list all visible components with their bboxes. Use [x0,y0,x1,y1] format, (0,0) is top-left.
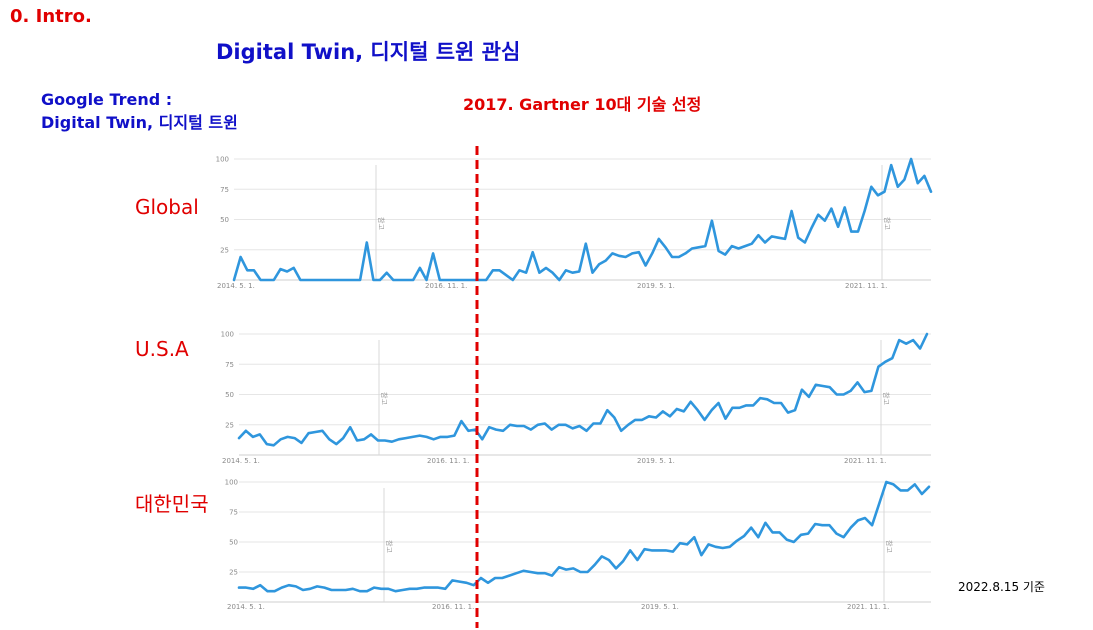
section-title: 0. Intro. [10,6,92,27]
y-tick-label: 25 [220,246,229,254]
note-label: 참고 [380,392,388,405]
trend-caption: Google Trend : Digital Twin, 디지털 트윈 [41,88,238,134]
chart-0: 100 75 50 25 참고 참고 2014. 5. 1. 2016. 11. 1. 2019… [216,156,933,290]
trend-caption-line1: Google Trend : [41,90,173,109]
y-tick-label: 25 [225,421,234,429]
y-tick-label: 50 [229,539,238,547]
x-tick-label: 2019. 5. 1. [637,457,675,465]
x-tick-label: 2014. 5. 1. [227,603,265,611]
date-note: 2022.8.15 기준 [958,580,1045,594]
y-tick-label: 75 [220,186,229,194]
region-label-global: Global [135,195,199,219]
y-tick-label: 25 [229,569,238,577]
chart-1: 100 75 50 25 참고 참고 2014. 5. 1. 2016. 11. 1. 2019… [221,331,931,465]
x-tick-label: 2021. 11. 1. [847,603,889,611]
x-tick-label: 2016. 11. 1. [427,457,469,465]
x-tick-label: 2016. 11. 1. [425,282,467,290]
x-tick-label: 2019. 5. 1. [637,282,675,290]
region-label-usa: U.S.A [135,337,189,361]
y-tick-label: 50 [225,391,234,399]
x-tick-label: 2016. 11. 1. [432,603,474,611]
y-tick-label: 100 [225,479,238,487]
x-tick-label: 2014. 5. 1. [222,457,260,465]
note-label: 참고 [377,217,385,230]
series-line [237,480,931,593]
region-label-korea: 대한민국 [135,492,209,516]
y-tick-label: 75 [225,361,234,369]
note-label: 참고 [882,392,890,405]
series-line [232,157,933,282]
note-label: 참고 [385,540,393,553]
note-label: 참고 [883,217,891,230]
series-line [237,332,929,447]
y-tick-label: 100 [216,156,229,164]
y-tick-label: 50 [220,216,229,224]
gartner-label: 2017. Gartner 10대 기술 선정 [463,95,702,114]
note-label: 참고 [885,540,893,553]
y-tick-label: 75 [229,509,238,517]
slide-title: Digital Twin, 디지털 트윈 관심 [216,40,521,64]
trend-caption-line2: Digital Twin, 디지털 트윈 [41,113,238,132]
x-tick-label: 2014. 5. 1. [217,282,255,290]
y-tick-label: 100 [221,331,234,339]
x-tick-label: 2021. 11. 1. [845,282,887,290]
x-tick-label: 2021. 11. 1. [844,457,886,465]
x-tick-label: 2019. 5. 1. [641,603,679,611]
chart-2: 100 75 50 25 참고 참고 2014. 5. 1. 2016. 11. 1. 2019… [225,479,931,611]
